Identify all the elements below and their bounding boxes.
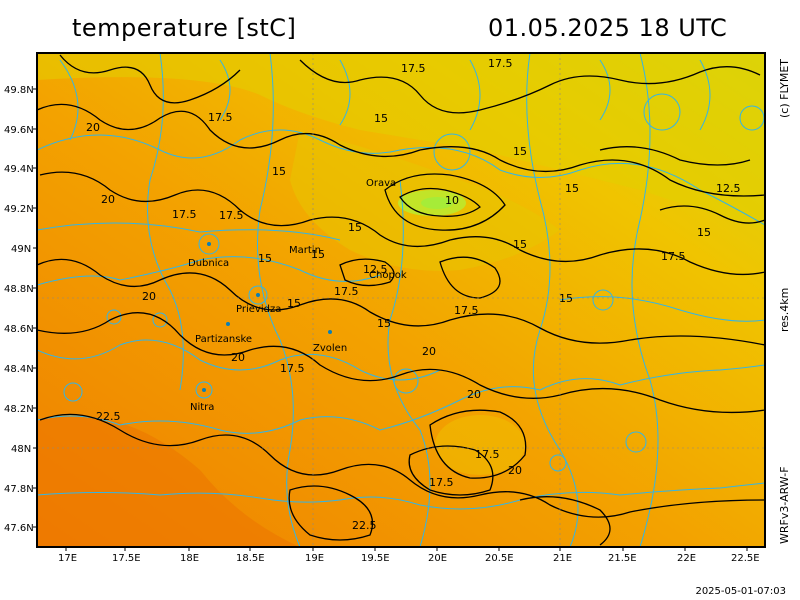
lat-label: 49.2N	[4, 204, 34, 215]
graticule	[37, 53, 765, 547]
contour-label: 17.5	[208, 111, 233, 124]
contour-label: 15	[374, 112, 388, 125]
lon-label: 19E	[305, 553, 324, 564]
contour-label-layer: 17.5 17.5 20 15 17.5 15 15 20 15 12.5 10…	[86, 57, 741, 532]
contour-label: 20	[422, 345, 436, 358]
lat-label: 47.6N	[4, 523, 34, 534]
city-label-dubnica: Dubnica	[188, 258, 229, 269]
forecast-time: 01.05.2025 18 UTC	[488, 14, 728, 42]
lon-label: 18E	[180, 553, 199, 564]
contour-label: 12.5	[363, 263, 388, 276]
contour-label: 10	[445, 194, 459, 207]
contour-label: 15	[513, 145, 527, 158]
lon-label: 22E	[677, 553, 696, 564]
contour-label: 17.5	[488, 57, 513, 70]
city-label-chopok: Chopok	[369, 270, 407, 281]
contour-label: 15	[697, 226, 711, 239]
lon-label: 21E	[553, 553, 572, 564]
contour-label: 20	[86, 121, 100, 134]
map-title: temperature [stC]	[72, 14, 297, 42]
lon-label: 20E	[428, 553, 447, 564]
map-frame	[36, 52, 766, 548]
contour-label: 20	[467, 388, 481, 401]
border-lines	[37, 53, 765, 547]
lat-label: 48.2N	[4, 404, 34, 415]
contour-label: 17.5	[280, 362, 305, 375]
contour-label: 17.5	[661, 250, 686, 263]
city-label-nitra: Nitra	[190, 402, 214, 413]
lat-axis-labels: 49.8N 49.6N 49.4N 49.2N 49N 48.8N 48.6N …	[4, 85, 34, 534]
contour-label: 20	[142, 290, 156, 303]
contour-label: 15	[311, 248, 325, 261]
lon-axis-labels: 17E 17.5E 18E 18.5E 19E 19.5E 20E 20.5E …	[58, 553, 760, 564]
city-label-prievidza: Prievidza	[236, 304, 281, 315]
contour-label: 22.5	[352, 519, 377, 532]
generated-timestamp: 2025-05-01-07:03	[695, 586, 786, 597]
contour-label: 17.5	[401, 62, 426, 75]
city-label-orava: Orava	[366, 178, 396, 189]
cold-core	[421, 197, 453, 209]
south-cool-zone	[435, 415, 525, 475]
lon-label: 17E	[58, 553, 77, 564]
city-label-zvolen: Zvolen	[313, 343, 347, 354]
contour-label: 22.5	[96, 410, 121, 423]
city-label-partizanske: Partizanske	[195, 334, 252, 345]
city-label-martin: Martin	[289, 245, 321, 256]
lat-label: 48.4N	[4, 364, 34, 375]
warm-lowland	[37, 415, 300, 547]
contour-label: 20	[231, 351, 245, 364]
lon-label: 20.5E	[485, 553, 514, 564]
lon-label: 17.5E	[112, 553, 141, 564]
city-markers	[202, 242, 332, 392]
contour-label: 20	[508, 464, 522, 477]
contour-label: 15	[377, 317, 391, 330]
contour-label: 15	[513, 238, 527, 251]
contour-label: 12.5	[716, 182, 741, 195]
contour-label: 15	[272, 165, 286, 178]
lon-ticks	[65, 547, 748, 551]
mountain-cool-zone	[37, 53, 765, 230]
lon-label: 22.5E	[731, 553, 760, 564]
lat-label: 49N	[11, 244, 31, 255]
lon-label: 21.5E	[608, 553, 637, 564]
lat-label: 49.6N	[4, 125, 34, 136]
contour-label: 15	[287, 297, 301, 310]
lat-label: 48N	[11, 444, 31, 455]
lon-label: 19.5E	[361, 553, 390, 564]
lon-label: 18.5E	[236, 553, 265, 564]
lat-ticks	[33, 88, 37, 528]
contour-label: 17.5	[172, 208, 197, 221]
contour-label: 15	[559, 292, 573, 305]
contour-label: 20	[101, 193, 115, 206]
lat-label: 49.8N	[4, 85, 34, 96]
lat-label: 48.8N	[4, 284, 34, 295]
lat-label: 48.6N	[4, 324, 34, 335]
map-field: 17.5 17.5 20 15 17.5 15 15 20 15 12.5 10…	[37, 53, 765, 547]
contour-label: 17.5	[429, 476, 454, 489]
contour-label: 17.5	[334, 285, 359, 298]
isotherm-contours	[37, 54, 765, 546]
contour-label: 15	[258, 252, 272, 265]
contour-label: 15	[565, 182, 579, 195]
contour-label: 15	[348, 221, 362, 234]
contour-label: 17.5	[454, 304, 479, 317]
contour-label: 17.5	[475, 448, 500, 461]
lat-label: 47.8N	[4, 484, 34, 495]
city-label-layer: Orava Martin Dubnica Chopok Prievidza Pa…	[188, 178, 407, 413]
lat-label: 49.4N	[4, 164, 34, 175]
contour-label: 17.5	[219, 209, 244, 222]
